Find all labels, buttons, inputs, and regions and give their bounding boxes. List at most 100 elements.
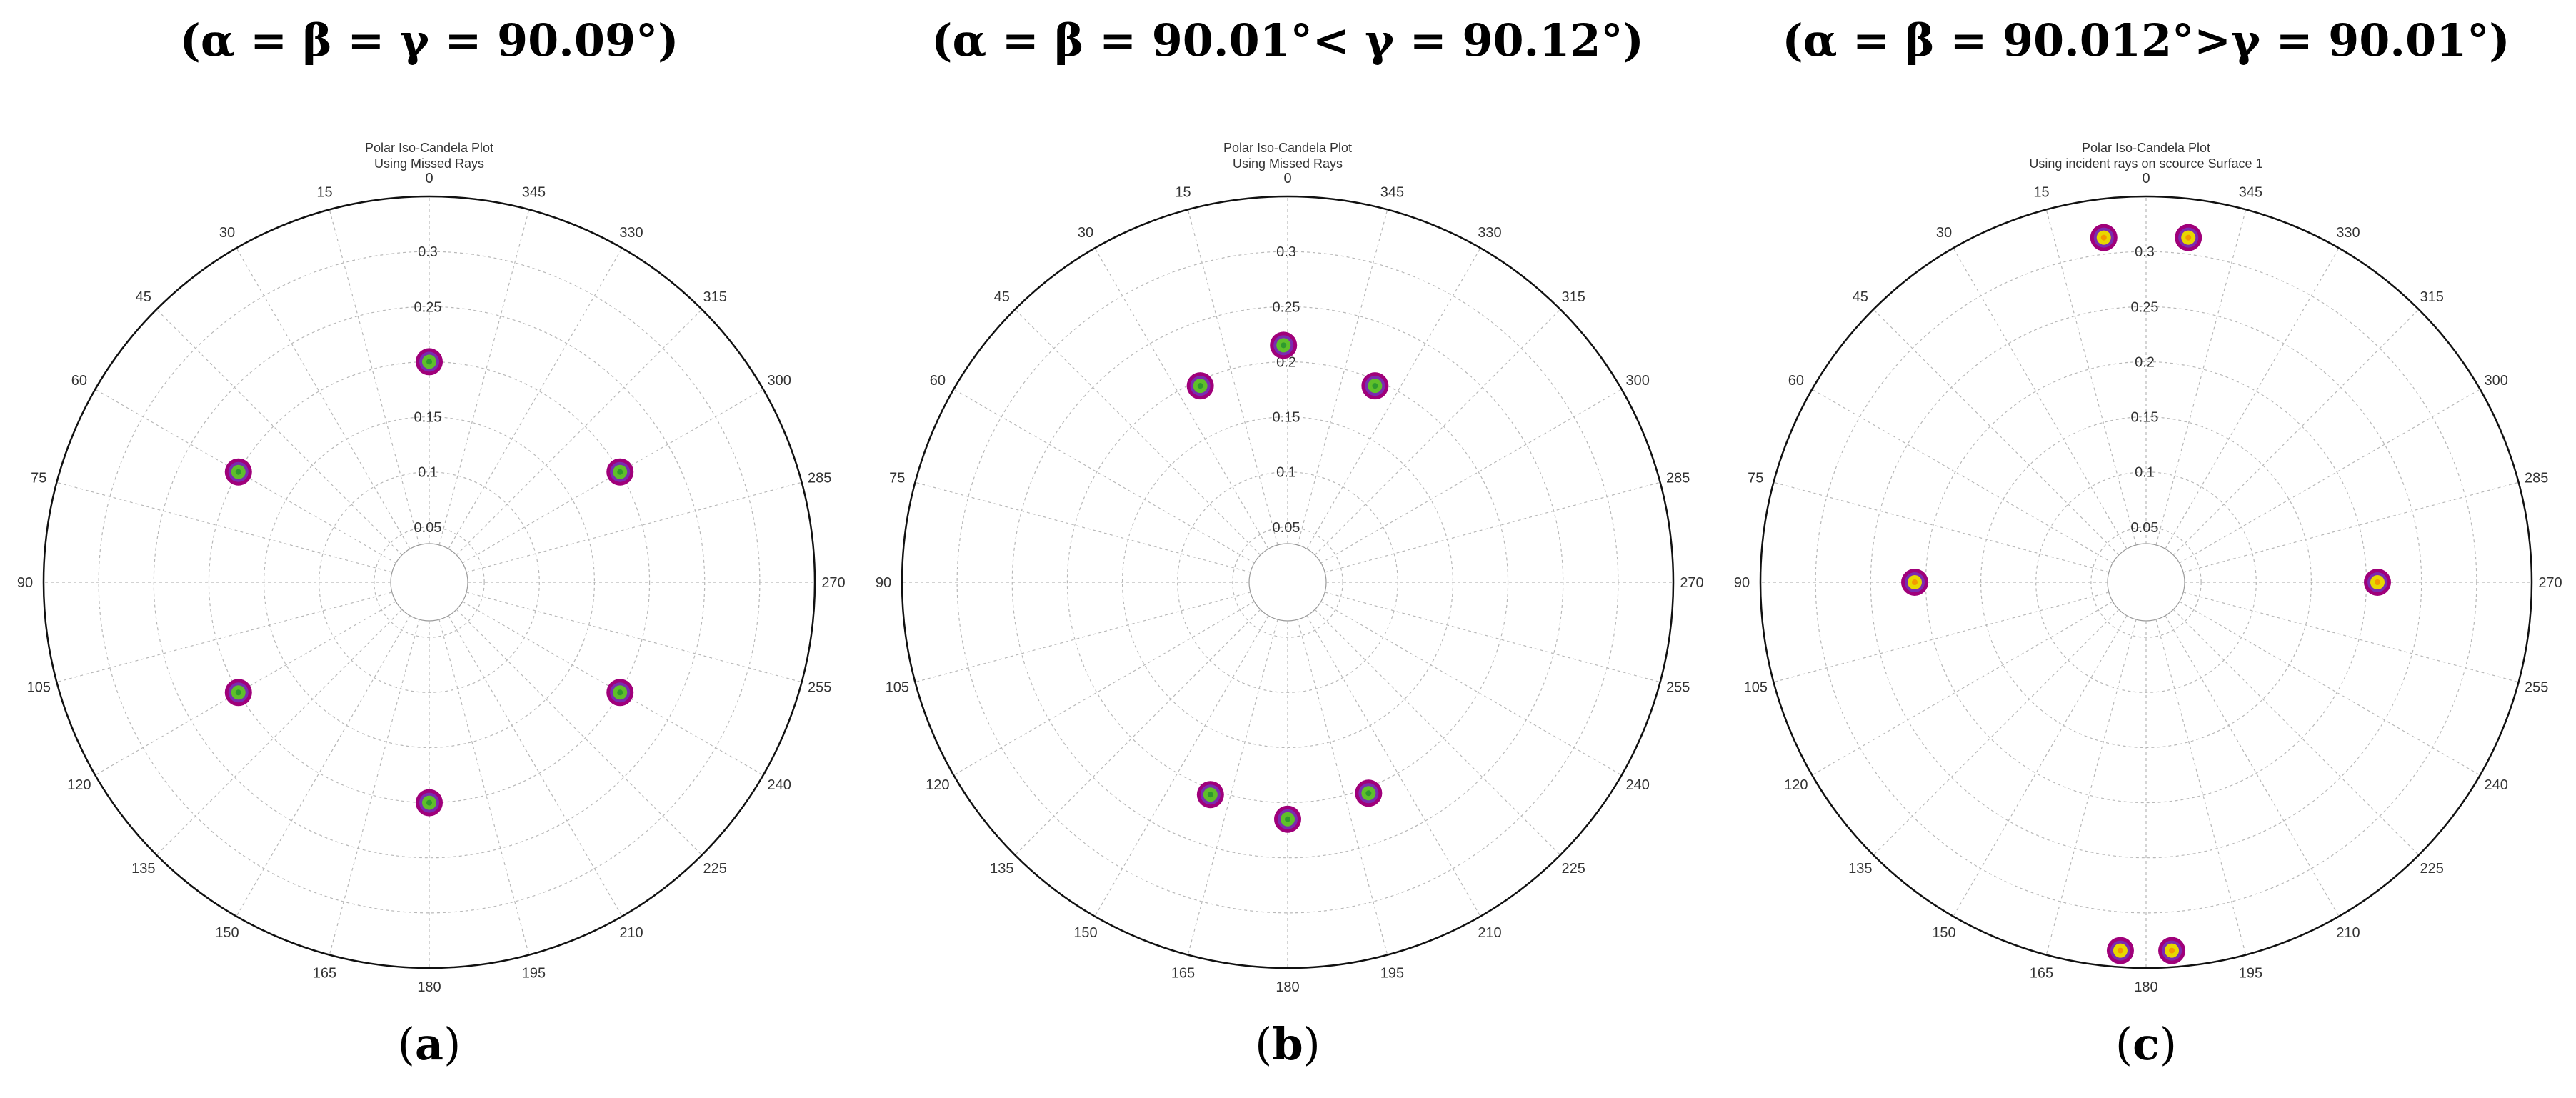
- grid-circle: [1066, 361, 1509, 804]
- grid-spoke: [1297, 209, 1388, 545]
- radial-tick-label: 0.25: [414, 299, 442, 315]
- grid-spoke: [1773, 592, 2109, 683]
- angle-label: 45: [1853, 289, 1868, 305]
- angle-label: 300: [2484, 373, 2507, 389]
- plot-subtitle: Using Missed Rays: [374, 156, 484, 171]
- angle-label: 255: [1666, 679, 1690, 695]
- grid-spoke: [329, 619, 420, 955]
- grid-spoke: [1325, 481, 1660, 573]
- center-circle: [2107, 543, 2185, 622]
- data-point: [1186, 372, 1214, 400]
- panel-letter-text: b: [1272, 1018, 1303, 1070]
- data-point: [606, 458, 634, 486]
- radial-tick-label: 0.05: [1273, 520, 1300, 536]
- angle-label: 15: [1175, 184, 1191, 200]
- panel-heading: (α = β = 90.01°< γ = 90.12°): [931, 14, 1644, 66]
- data-point: [2364, 569, 2391, 596]
- angle-label: 15: [316, 184, 332, 200]
- grid-circle: [2090, 526, 2202, 638]
- marker-dot: [617, 689, 623, 696]
- grid-spoke: [438, 619, 530, 955]
- angle-label: 30: [1936, 225, 1952, 241]
- grid-spoke: [1014, 309, 1261, 556]
- angle-label: 150: [215, 925, 239, 941]
- grid-spoke: [1873, 309, 2120, 556]
- radial-tick-label: 0.15: [414, 410, 442, 426]
- radial-tick-label: 0.05: [2131, 520, 2159, 536]
- grid-spoke: [953, 601, 1255, 776]
- marker-dot: [426, 359, 432, 365]
- panel-letter: (c): [2115, 1018, 2177, 1070]
- plot-title: Polar Iso-Candela Plot: [365, 141, 493, 155]
- angle-label: 240: [767, 777, 791, 793]
- angle-label: 135: [990, 861, 1013, 877]
- marker-dot: [1207, 792, 1213, 798]
- angle-label: 60: [71, 373, 87, 389]
- angle-label: 90: [1734, 575, 1750, 591]
- center-circle: [1248, 543, 1327, 622]
- marker-dot: [2375, 579, 2380, 585]
- grid-spoke: [1873, 609, 2120, 856]
- data-point: [2158, 937, 2186, 964]
- marker-dot: [1365, 790, 1372, 797]
- panel-letter-text: a: [414, 1018, 444, 1070]
- grid-spoke: [2183, 481, 2519, 573]
- grid-spoke: [156, 609, 403, 856]
- grid-spoke: [448, 248, 623, 549]
- marker-dot: [1285, 816, 1290, 822]
- radial-tick-label: 0.1: [2135, 465, 2155, 481]
- grid-spoke: [1297, 619, 1388, 955]
- angle-label: 105: [1744, 679, 1768, 695]
- angle-label: 300: [767, 373, 791, 389]
- outer-circle: [1759, 195, 2533, 969]
- angle-label: 285: [808, 471, 831, 486]
- angle-label: 210: [2336, 925, 2360, 941]
- angle-label: 285: [1666, 471, 1690, 486]
- panel-c: (α = β = 90.012°>γ = 90.01°) Polar Iso-C…: [1717, 0, 2575, 1098]
- data-point: [1355, 779, 1383, 807]
- data-point: [416, 789, 443, 817]
- panel-heading: (α = β = 90.012°>γ = 90.01°): [1782, 14, 2510, 66]
- angle-label: 135: [131, 861, 155, 877]
- data-point: [416, 348, 443, 376]
- center-circle: [390, 543, 468, 622]
- radial-tick-label: 0.05: [414, 520, 442, 536]
- grid-spoke: [2155, 619, 2247, 955]
- angle-label: 105: [886, 679, 909, 695]
- angle-label: 315: [1562, 289, 1585, 305]
- angle-label: 225: [2420, 861, 2444, 877]
- radial-tick-label: 0.2: [2135, 354, 2155, 370]
- angle-label: 120: [1784, 777, 1808, 793]
- angle-label: 345: [1380, 184, 1404, 200]
- data-point: [2106, 937, 2134, 964]
- grid-circle: [208, 361, 651, 804]
- plot-subtitle: Using incident rays on scource Surface 1: [2029, 156, 2262, 171]
- angle-label: 135: [1848, 861, 1872, 877]
- grid-spoke: [456, 609, 703, 856]
- grid-circle: [1177, 471, 1398, 693]
- angle-label: 180: [1276, 979, 1299, 995]
- marker-dot: [1197, 383, 1203, 389]
- grid-spoke: [1314, 609, 1561, 856]
- angle-label: 330: [2336, 225, 2360, 241]
- angle-label: 225: [703, 861, 727, 877]
- grid-spoke: [1325, 592, 1660, 683]
- marker-dot: [426, 799, 432, 806]
- plot-title: Polar Iso-Candela Plot: [2082, 141, 2210, 155]
- angle-label: 75: [1748, 471, 1763, 486]
- grid-spoke: [56, 481, 392, 573]
- panel-b: (α = β = 90.01°< γ = 90.12°) Polar Iso-C…: [858, 0, 1717, 1098]
- angle-label: 90: [876, 575, 891, 591]
- marker-dot: [2117, 947, 2123, 954]
- angle-label: 225: [1562, 861, 1585, 877]
- data-point: [606, 679, 634, 707]
- marker-dot: [1281, 342, 1287, 349]
- grid-spoke: [1094, 615, 1269, 917]
- angle-label: 255: [808, 679, 831, 695]
- grid-circle: [374, 526, 485, 638]
- grid-spoke: [915, 481, 1251, 573]
- panel-a: (α = β = γ = 90.09°) Polar Iso-Candela P…: [0, 0, 858, 1098]
- radial-tick-label: 0.3: [1276, 244, 1296, 260]
